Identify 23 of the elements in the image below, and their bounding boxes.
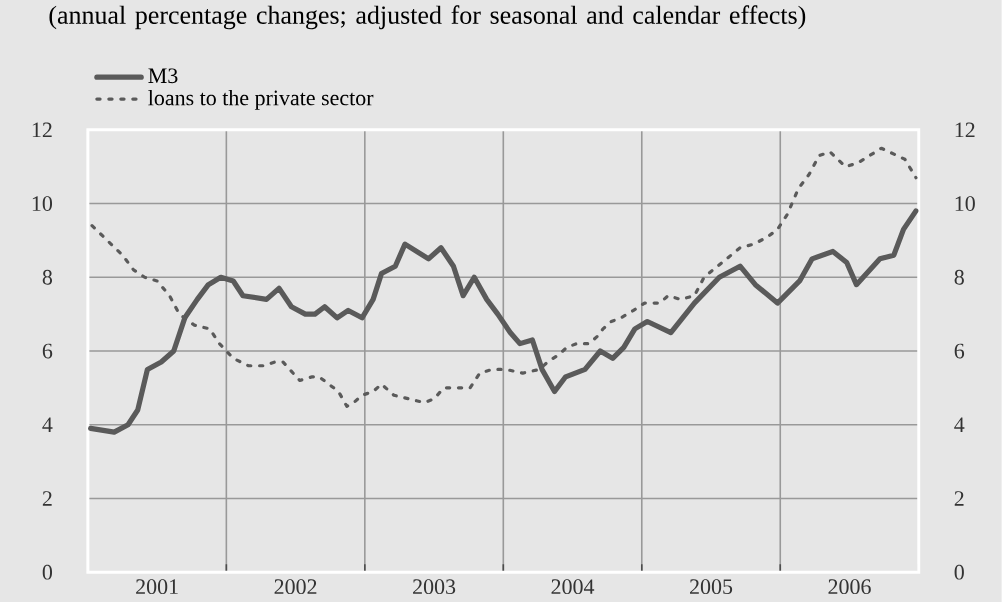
- y2-tick-label: 10: [955, 196, 975, 211]
- y2-tick-label: 12: [955, 122, 975, 137]
- y2-tick-label: 4: [954, 417, 965, 432]
- y2-tick-label: 2: [954, 491, 964, 506]
- legend-label: loans to the private sector: [148, 89, 374, 110]
- y2-tick-label: 6: [954, 343, 965, 359]
- x-tick-label: 2005: [690, 579, 733, 594]
- y-tick-label: 6: [42, 343, 53, 359]
- y-tick-label: 8: [42, 269, 53, 285]
- y2-tick-label: 0: [954, 564, 964, 580]
- x-tick-label: 2001: [136, 579, 178, 594]
- y-tick-label: 12: [32, 122, 52, 137]
- y-tick-label: 10: [32, 196, 53, 211]
- y-tick-label: 4: [42, 417, 53, 432]
- x-tick-label: 2003: [413, 579, 456, 594]
- y-tick-label: 2: [42, 491, 52, 506]
- y2-tick-label: 8: [954, 269, 964, 285]
- legend-label: M3: [148, 68, 178, 84]
- x-tick-label: 2004: [551, 579, 595, 594]
- x-tick-label: 2006: [828, 579, 871, 594]
- y-tick-label: 0: [42, 564, 53, 580]
- x-tick-label: 2002: [274, 579, 317, 594]
- chart-title: (annual percentage changes; adjusted for seasonal and calendar effects): [49, 5, 806, 30]
